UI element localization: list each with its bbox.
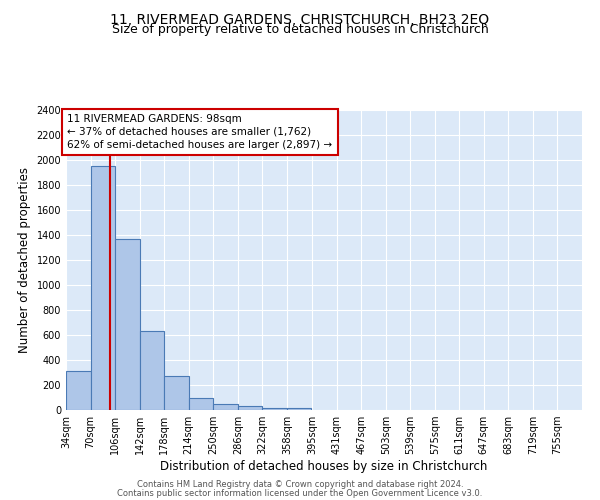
Bar <box>115 239 140 410</box>
Text: Contains public sector information licensed under the Open Government Licence v3: Contains public sector information licen… <box>118 488 482 498</box>
Text: Contains HM Land Registry data © Crown copyright and database right 2024.: Contains HM Land Registry data © Crown c… <box>137 480 463 489</box>
Bar <box>140 331 164 410</box>
Bar <box>164 376 188 410</box>
Bar <box>91 166 115 410</box>
Bar <box>188 398 213 410</box>
Bar <box>66 371 91 410</box>
X-axis label: Distribution of detached houses by size in Christchurch: Distribution of detached houses by size … <box>160 460 488 473</box>
Bar <box>213 404 238 410</box>
Bar <box>262 408 287 410</box>
Bar <box>287 408 311 410</box>
Y-axis label: Number of detached properties: Number of detached properties <box>18 167 31 353</box>
Text: Size of property relative to detached houses in Christchurch: Size of property relative to detached ho… <box>112 22 488 36</box>
Bar <box>238 406 262 410</box>
Text: 11, RIVERMEAD GARDENS, CHRISTCHURCH, BH23 2EQ: 11, RIVERMEAD GARDENS, CHRISTCHURCH, BH2… <box>110 12 490 26</box>
Text: 11 RIVERMEAD GARDENS: 98sqm
← 37% of detached houses are smaller (1,762)
62% of : 11 RIVERMEAD GARDENS: 98sqm ← 37% of det… <box>67 114 332 150</box>
